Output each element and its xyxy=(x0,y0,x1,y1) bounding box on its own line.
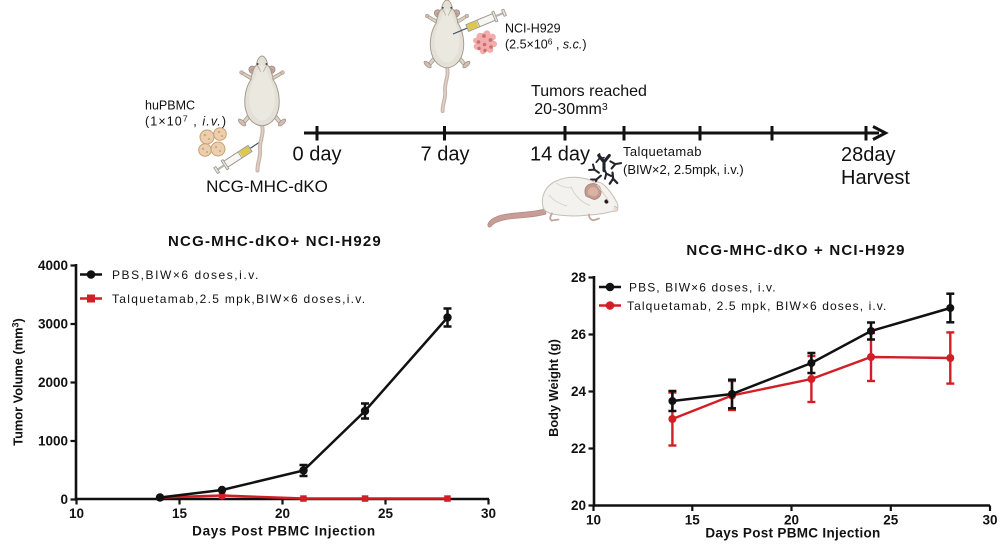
svg-text:10: 10 xyxy=(586,513,601,528)
svg-text:Body Weight (g): Body Weight (g) xyxy=(546,339,561,437)
svg-text:15: 15 xyxy=(685,513,701,528)
svg-text:20: 20 xyxy=(275,506,290,521)
svg-text:28day: 28day xyxy=(841,144,896,166)
svg-text:30: 30 xyxy=(982,513,997,528)
svg-text:(2.5×106 , s.c.): (2.5×106 , s.c.) xyxy=(505,37,587,52)
svg-text:Talquetamab,2.5 mpk,BIW×6 dose: Talquetamab,2.5 mpk,BIW×6 doses,i.v. xyxy=(112,292,366,306)
svg-text:Days Post PBMC Injection: Days Post PBMC Injection xyxy=(192,524,376,539)
svg-text:Harvest: Harvest xyxy=(841,167,910,189)
svg-text:PBS,BIW×6 doses,i.v.: PBS,BIW×6 doses,i.v. xyxy=(112,268,260,282)
svg-text:NCG-MHC-dKO+ NCI-H929: NCG-MHC-dKO+ NCI-H929 xyxy=(168,233,382,250)
svg-text:Talquetamab, 2.5 mpk, BIW×6 do: Talquetamab, 2.5 mpk, BIW×6 doses, i.v. xyxy=(627,299,887,313)
svg-text:NCG-MHC-dKO + NCI-H929: NCG-MHC-dKO + NCI-H929 xyxy=(686,242,905,259)
svg-text:Days Post PBMC Injection: Days Post PBMC Injection xyxy=(705,526,880,541)
svg-text:25: 25 xyxy=(378,506,394,521)
svg-text:25: 25 xyxy=(883,513,899,528)
svg-text:4000: 4000 xyxy=(38,258,68,273)
svg-text:PBS, BIW×6 doses, i.v.: PBS, BIW×6 doses, i.v. xyxy=(629,281,777,295)
svg-text:Tumor Volume (mm3): Tumor Volume (mm3) xyxy=(11,318,26,446)
svg-text:(BIW×2, 2.5mpk, i.v.): (BIW×2, 2.5mpk, i.v.) xyxy=(623,162,744,177)
svg-text:NCG-MHC-dKO: NCG-MHC-dKO xyxy=(206,177,328,196)
svg-text:20: 20 xyxy=(784,513,799,528)
svg-text:26: 26 xyxy=(571,327,587,342)
svg-text:1000: 1000 xyxy=(38,434,68,449)
svg-text:22: 22 xyxy=(571,441,586,456)
svg-text:(1×107 , i.v.): (1×107 , i.v.) xyxy=(145,114,227,129)
svg-text:24: 24 xyxy=(571,384,587,399)
svg-text:20: 20 xyxy=(571,498,586,513)
svg-text:0: 0 xyxy=(60,492,68,507)
svg-text:Tumors reached: Tumors reached xyxy=(531,83,647,100)
svg-text:28: 28 xyxy=(571,270,587,285)
svg-text:huPBMC: huPBMC xyxy=(145,99,195,113)
svg-text:15: 15 xyxy=(172,506,188,521)
svg-text:20-30mm3: 20-30mm3 xyxy=(534,101,608,118)
svg-text:2000: 2000 xyxy=(38,375,68,390)
svg-text:30: 30 xyxy=(481,506,496,521)
svg-text:NCI-H929: NCI-H929 xyxy=(505,22,561,36)
svg-text:10: 10 xyxy=(69,506,84,521)
svg-text:14 day: 14 day xyxy=(530,144,590,166)
svg-text:3000: 3000 xyxy=(38,317,68,332)
svg-text:Talquetamab: Talquetamab xyxy=(623,144,702,159)
svg-text:7 day: 7 day xyxy=(421,144,470,166)
svg-text:0 day: 0 day xyxy=(293,144,342,166)
